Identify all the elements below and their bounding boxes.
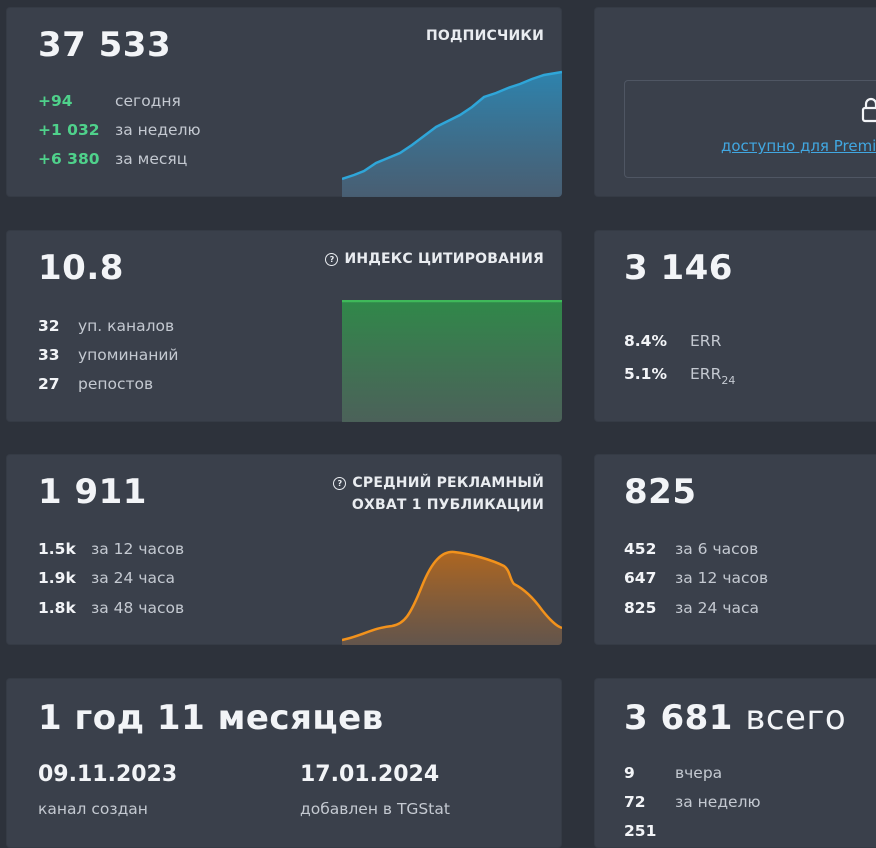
stat-value: 251 bbox=[624, 822, 657, 840]
stat-label: за 24 часа bbox=[91, 569, 175, 587]
ad-reach-value: 1 911 bbox=[38, 472, 147, 512]
stat-value: +94 bbox=[38, 92, 73, 110]
stat-label: вчера bbox=[675, 764, 723, 782]
stat-row-today: +94 сегодня bbox=[38, 92, 181, 110]
stat-value: 1.8k bbox=[38, 599, 76, 617]
added-date: 17.01.2024 bbox=[300, 762, 440, 787]
stat-label: за 24 часа bbox=[675, 599, 759, 617]
stat-value: 32 bbox=[38, 317, 60, 335]
stat-row-48h: 1.8k за 48 часов bbox=[38, 599, 184, 617]
stat-label: ERR bbox=[690, 332, 722, 350]
subscribers-sparkline bbox=[342, 70, 562, 197]
stat-label: репостов bbox=[78, 375, 154, 393]
stat-value: 452 bbox=[624, 540, 657, 558]
stat-row-err24: 5.1% ERR24 bbox=[624, 365, 735, 387]
stat-row-12h: 647 за 12 часов bbox=[624, 569, 768, 587]
stat-label: за 12 часов bbox=[91, 540, 185, 558]
subscribers-title: ПОДПИСЧИКИ bbox=[426, 28, 544, 44]
citation-title-text: ИНДЕКС ЦИТИРОВАНИЯ bbox=[344, 251, 544, 267]
ad-reach-card: 1 911 ? СРЕДНИЙ РЕКЛАМНЫЙ ОХВАТ 1 ПУБЛИКА… bbox=[6, 454, 562, 645]
subscribers-card: 37 533 ПОДПИСЧИКИ +94 сегодня +1 032 за не… bbox=[6, 7, 562, 197]
help-icon[interactable]: ? bbox=[333, 477, 347, 490]
created-label: канал создан bbox=[38, 800, 148, 818]
stat-value: +6 380 bbox=[38, 150, 100, 168]
post-reach-value: 825 bbox=[624, 472, 697, 512]
created-date: 09.11.2023 bbox=[38, 762, 178, 787]
stat-value: 8.4% bbox=[624, 332, 667, 350]
stat-value: 72 bbox=[624, 793, 646, 811]
posts-card: 3 681 всего 9 вчера 72 за неделю 251 bbox=[594, 678, 876, 848]
stat-row-mentions: 33 упоминаний bbox=[38, 346, 178, 364]
stat-value: 9 bbox=[624, 764, 635, 782]
stat-row-yesterday: 9 вчера bbox=[624, 764, 722, 782]
stat-label: за 48 часов bbox=[91, 599, 185, 617]
views-card: 3 146 8.4% ERR 5.1% ERR24 bbox=[594, 230, 876, 422]
premium-lock-box: доступно для Premi bbox=[624, 80, 876, 178]
stat-row-12h: 1.5k за 12 часов bbox=[38, 540, 184, 558]
stat-row-week: +1 032 за неделю bbox=[38, 121, 201, 139]
stat-label: за неделю bbox=[115, 121, 201, 139]
citation-chart bbox=[342, 300, 562, 422]
avg-views-value: 3 146 bbox=[624, 248, 733, 288]
lock-icon bbox=[861, 97, 876, 123]
citation-title: ? ИНДЕКС ЦИТИРОВАНИЯ bbox=[325, 248, 544, 270]
stat-label: ERR24 bbox=[690, 365, 736, 387]
stat-row-week: 72 за неделю bbox=[624, 793, 761, 811]
citation-card: 10.8 ? ИНДЕКС ЦИТИРОВАНИЯ 32 уп. каналов 3… bbox=[6, 230, 562, 422]
stat-value: 5.1% bbox=[624, 365, 667, 383]
premium-link[interactable]: доступно для Premi bbox=[721, 137, 876, 155]
stat-value: 1.5k bbox=[38, 540, 76, 558]
stat-row-err: 8.4% ERR bbox=[624, 332, 721, 350]
ad-reach-chart bbox=[342, 550, 562, 645]
stat-row-24h: 825 за 24 часа bbox=[624, 599, 759, 617]
stat-value: 33 bbox=[38, 346, 60, 364]
stat-label: сегодня bbox=[115, 92, 181, 110]
posts-total: 3 681 всего bbox=[624, 698, 847, 738]
stat-label: за 6 часов bbox=[675, 540, 759, 558]
stat-label: за 12 часов bbox=[675, 569, 769, 587]
stat-value: 647 bbox=[624, 569, 657, 587]
stat-row-reposts: 27 репостов bbox=[38, 375, 153, 393]
stat-label: уп. каналов bbox=[78, 317, 175, 335]
added-label: добавлен в TGStat bbox=[300, 800, 450, 818]
subscribers-count: 37 533 bbox=[38, 25, 172, 65]
stat-row-month: 251 bbox=[624, 822, 675, 840]
stat-label: за неделю bbox=[675, 793, 761, 811]
stat-label: за месяц bbox=[115, 150, 188, 168]
stat-row-24h: 1.9k за 24 часа bbox=[38, 569, 175, 587]
citation-index-value: 10.8 bbox=[38, 248, 124, 288]
premium-card: доступно для Premi bbox=[594, 7, 876, 197]
stat-row-channels: 32 уп. каналов bbox=[38, 317, 174, 335]
stat-row-6h: 452 за 6 часов bbox=[624, 540, 758, 558]
stat-value: 825 bbox=[624, 599, 657, 617]
post-reach-card: 825 452 за 6 часов 647 за 12 часов 825 за 2… bbox=[594, 454, 876, 645]
stat-value: 27 bbox=[38, 375, 60, 393]
stat-value: +1 032 bbox=[38, 121, 100, 139]
channel-age-value: 1 год 11 месяцев bbox=[38, 698, 384, 738]
stat-value: 1.9k bbox=[38, 569, 76, 587]
channel-age-card: 1 год 11 месяцев 09.11.2023 канал создан… bbox=[6, 678, 562, 848]
stat-label: упоминаний bbox=[78, 346, 179, 364]
stat-row-month: +6 380 за месяц bbox=[38, 150, 187, 168]
ad-reach-title: ? СРЕДНИЙ РЕКЛАМНЫЙ ОХВАТ 1 ПУБЛИКАЦИИ bbox=[333, 472, 544, 516]
help-icon[interactable]: ? bbox=[325, 253, 339, 266]
